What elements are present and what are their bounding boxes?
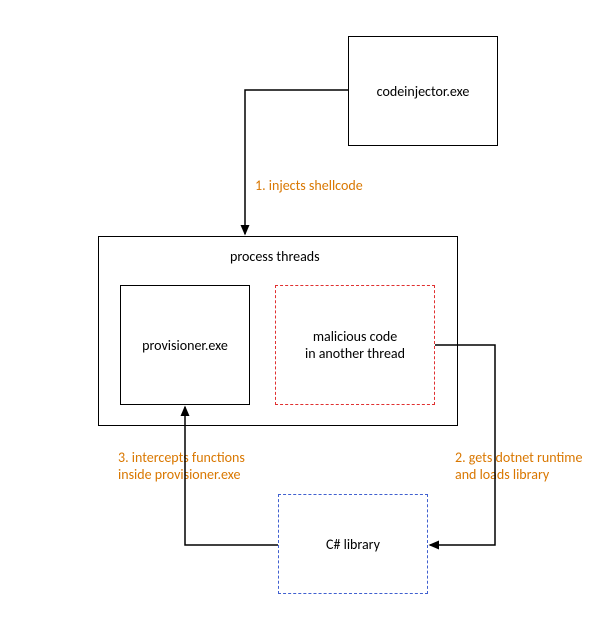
node-csharp: C# library: [278, 494, 428, 594]
node-provisioner: provisioner.exe: [120, 285, 250, 405]
edge-label-2-line2: and loads library: [455, 466, 549, 483]
node-process-threads-label: process threads: [230, 248, 320, 265]
edge-label-3-line1: 3. intercepts functions: [118, 449, 245, 466]
edge-label-2: 2. gets dotnet runtime and loads library: [455, 450, 582, 484]
node-provisioner-label: provisioner.exe: [142, 337, 228, 354]
edge-1-path: [245, 90, 348, 234]
edge-label-3: 3. intercepts functions inside provision…: [118, 450, 245, 484]
edge-label-1: 1. injects shellcode: [255, 178, 363, 195]
node-malicious-label-1: malicious code: [313, 328, 397, 345]
edge-label-2-line1: 2. gets dotnet runtime: [455, 449, 582, 466]
edge-label-3-line2: inside provisioner.exe: [118, 466, 240, 483]
node-codeinjector: codeinjector.exe: [348, 36, 498, 146]
node-csharp-label: C# library: [326, 536, 380, 553]
node-codeinjector-label: codeinjector.exe: [377, 83, 470, 100]
node-malicious: malicious code in another thread: [275, 285, 435, 405]
node-malicious-label-2: in another thread: [305, 345, 405, 362]
